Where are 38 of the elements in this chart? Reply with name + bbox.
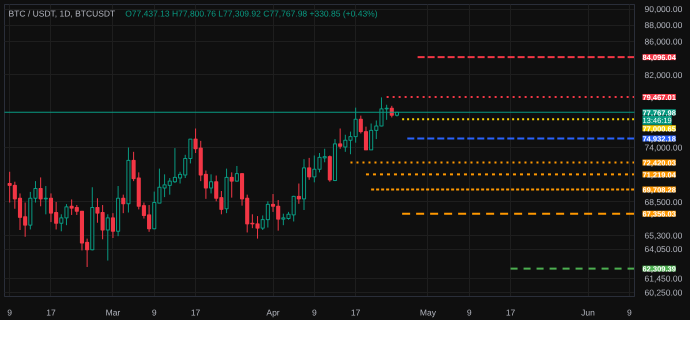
text: O77,437.13 H77,800.76 L77,309.92 C77,767.98 +330.85 (+0.43%) bbox=[125, 8, 378, 18]
candlestick bbox=[296, 183, 301, 204]
x-tick-label: Apr bbox=[266, 308, 280, 318]
x-tick-label: Mar bbox=[106, 308, 120, 318]
x-tick-label: 17 bbox=[506, 308, 516, 318]
x-tick-label: Jun bbox=[581, 308, 596, 318]
candlestick bbox=[390, 105, 394, 118]
y-tick-label: 74,000.00 bbox=[644, 142, 683, 152]
candlestick bbox=[38, 176, 43, 207]
x-tick-label: 9 bbox=[466, 308, 472, 318]
candlestick bbox=[328, 154, 332, 182]
x-tick-label: 9 bbox=[312, 308, 317, 318]
y-tick-label: 68,500.00 bbox=[644, 196, 683, 207]
y-tick-label: 60,250.00 bbox=[644, 287, 683, 298]
y-tick-label: 65,300.00 bbox=[644, 230, 683, 241]
candlestick bbox=[44, 186, 48, 215]
y-tick-label: 61,450.00 bbox=[644, 273, 683, 284]
y-tick-label: 90,000.00 bbox=[644, 4, 683, 14]
y-tick-label: 88,000.00 bbox=[644, 20, 683, 30]
x-tick-label: 17 bbox=[350, 308, 361, 318]
x-tick-label: 9 bbox=[152, 308, 157, 318]
candlestick bbox=[307, 157, 312, 180]
x-tick-label: May bbox=[420, 308, 437, 318]
candlestick bbox=[209, 174, 214, 194]
y-tick-label: 64,050.00 bbox=[644, 244, 683, 254]
candlestick bbox=[230, 172, 234, 198]
text: BTC / USDT, 1D, BTCUSDT bbox=[8, 8, 116, 18]
candlestick bbox=[121, 194, 126, 214]
candlestick bbox=[110, 212, 115, 238]
candlestick bbox=[338, 128, 342, 150]
y-tick-label: 82,000.00 bbox=[644, 70, 683, 80]
x-tick-label: 17 bbox=[46, 308, 56, 318]
x-tick-label: 9 bbox=[7, 308, 12, 318]
x-tick-label: 9 bbox=[626, 308, 632, 318]
x-tick-label: 17 bbox=[190, 308, 201, 318]
candlestick bbox=[234, 165, 239, 182]
candlestick bbox=[106, 214, 110, 262]
y-tick-label: 86,000.00 bbox=[644, 36, 683, 46]
